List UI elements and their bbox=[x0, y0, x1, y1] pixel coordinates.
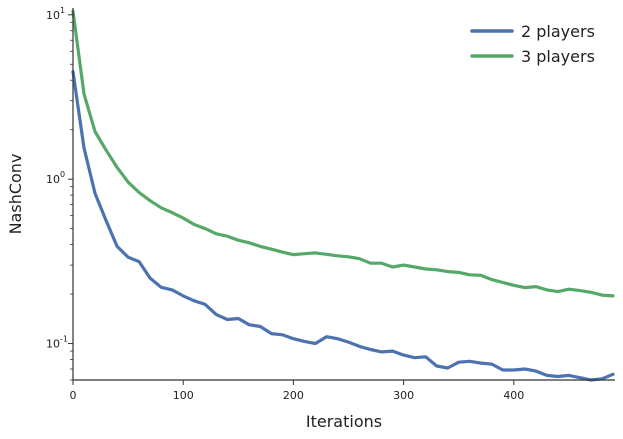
plot-area bbox=[71, 9, 615, 382]
y-axis-title: NashConv bbox=[6, 154, 25, 235]
legend-label-1: 2 players bbox=[521, 22, 595, 41]
series-line-1 bbox=[71, 70, 615, 382]
x-axis-ticks: 0 100 200 300 400 bbox=[70, 380, 524, 402]
x-tick-label: 400 bbox=[503, 389, 524, 402]
x-tick-label: 100 bbox=[173, 389, 194, 402]
x-tick-label: 200 bbox=[283, 389, 304, 402]
x-tick-label: 0 bbox=[70, 389, 77, 402]
y-tick-label: 100 bbox=[46, 170, 65, 186]
series-line-2 bbox=[71, 9, 615, 298]
legend-label-2: 3 players bbox=[521, 47, 595, 66]
x-tick-label: 300 bbox=[393, 389, 414, 402]
y-tick-label: 101 bbox=[46, 6, 65, 22]
x-axis-title: Iterations bbox=[306, 412, 382, 431]
legend: 2 players 3 players bbox=[470, 22, 595, 66]
y-axis-ticks: 10-1 100 101 bbox=[46, 6, 73, 381]
y-tick-label: 10-1 bbox=[46, 335, 68, 351]
